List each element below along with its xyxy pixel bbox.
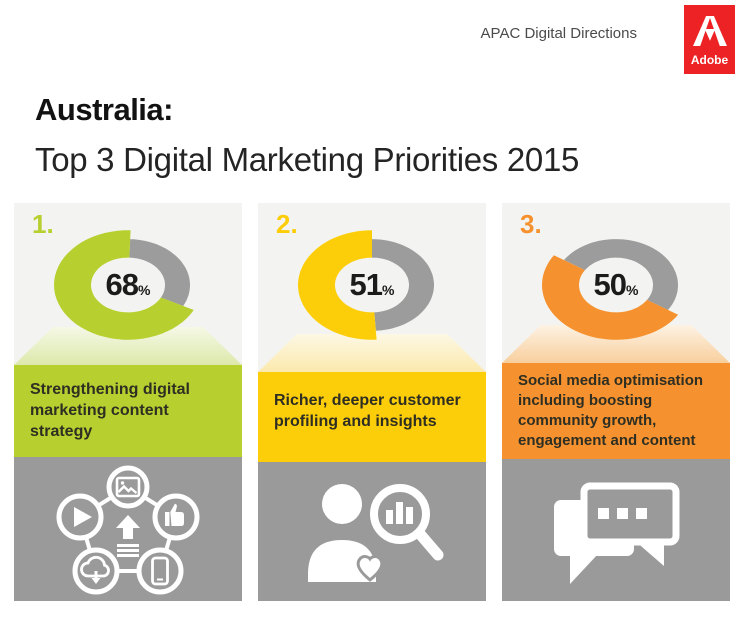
pedestal-glow-2 (258, 334, 486, 372)
icon-panel-2 (258, 462, 486, 601)
header-program-title: APAC Digital Directions (480, 25, 637, 42)
priority-label-3: Social media optimisation including boos… (502, 363, 730, 459)
donut-track-2 (372, 239, 434, 331)
title-block: Australia: Top 3 Digital Marketing Prior… (35, 92, 579, 179)
rank-label-3: 3. (520, 209, 542, 239)
priority-label-1: Strengthening digital marketing content … (14, 365, 242, 457)
donut-slice-1 (54, 230, 194, 340)
donut-track-1 (129, 239, 190, 306)
priority-column-2: 2. 51% Richer, deeper customer profiling… (258, 203, 486, 601)
donut-chart-3 (542, 239, 679, 340)
content-network-icon (56, 465, 200, 595)
smartphone-icon (136, 547, 184, 595)
heart-icon (356, 554, 384, 582)
donut-track-3 (564, 239, 678, 310)
title-subtitle: Top 3 Digital Marketing Priorities 2015 (35, 141, 580, 178)
image-icon (106, 465, 150, 509)
rank-label-1: 1. (32, 209, 54, 239)
customer-insights-icon (308, 483, 444, 582)
magnifier-bar-chart-icon (370, 483, 444, 560)
icon-panel-1 (14, 457, 242, 601)
donut-slice-2 (298, 230, 377, 340)
chart-panel-3: 3. 50% (502, 203, 730, 363)
rank-label-2: 2. (276, 209, 298, 239)
chat-bubbles-icon (554, 482, 680, 584)
icon-panel-3 (502, 459, 730, 601)
donut-slice-3 (542, 255, 679, 340)
donut-chart-2 (298, 230, 434, 340)
person-icon (322, 483, 362, 524)
priority-column-1: 1. 68% Strengthening digital marketing c… (14, 203, 242, 601)
priority-columns: 1. 68% Strengthening digital marketing c… (14, 203, 730, 601)
adobe-logo: Adobe (684, 5, 735, 74)
percent-value-2: 51% (349, 267, 395, 302)
donut-chart-1 (54, 230, 194, 340)
percent-value-3: 50% (593, 267, 639, 302)
adobe-logo-text: Adobe (690, 53, 729, 67)
chart-panel-1: 1. 68% (14, 203, 242, 365)
upload-content-icon (116, 515, 140, 539)
chart-panel-2: 2. 51% (258, 203, 486, 372)
percent-value-1: 68% (105, 267, 151, 302)
adobe-a-mark-icon (692, 16, 727, 46)
priority-column-3: 3. 50% Social media optimisation includi… (502, 203, 730, 601)
title-country: Australia: (35, 92, 173, 127)
priority-label-2: Richer, deeper customer profiling and in… (258, 372, 486, 462)
